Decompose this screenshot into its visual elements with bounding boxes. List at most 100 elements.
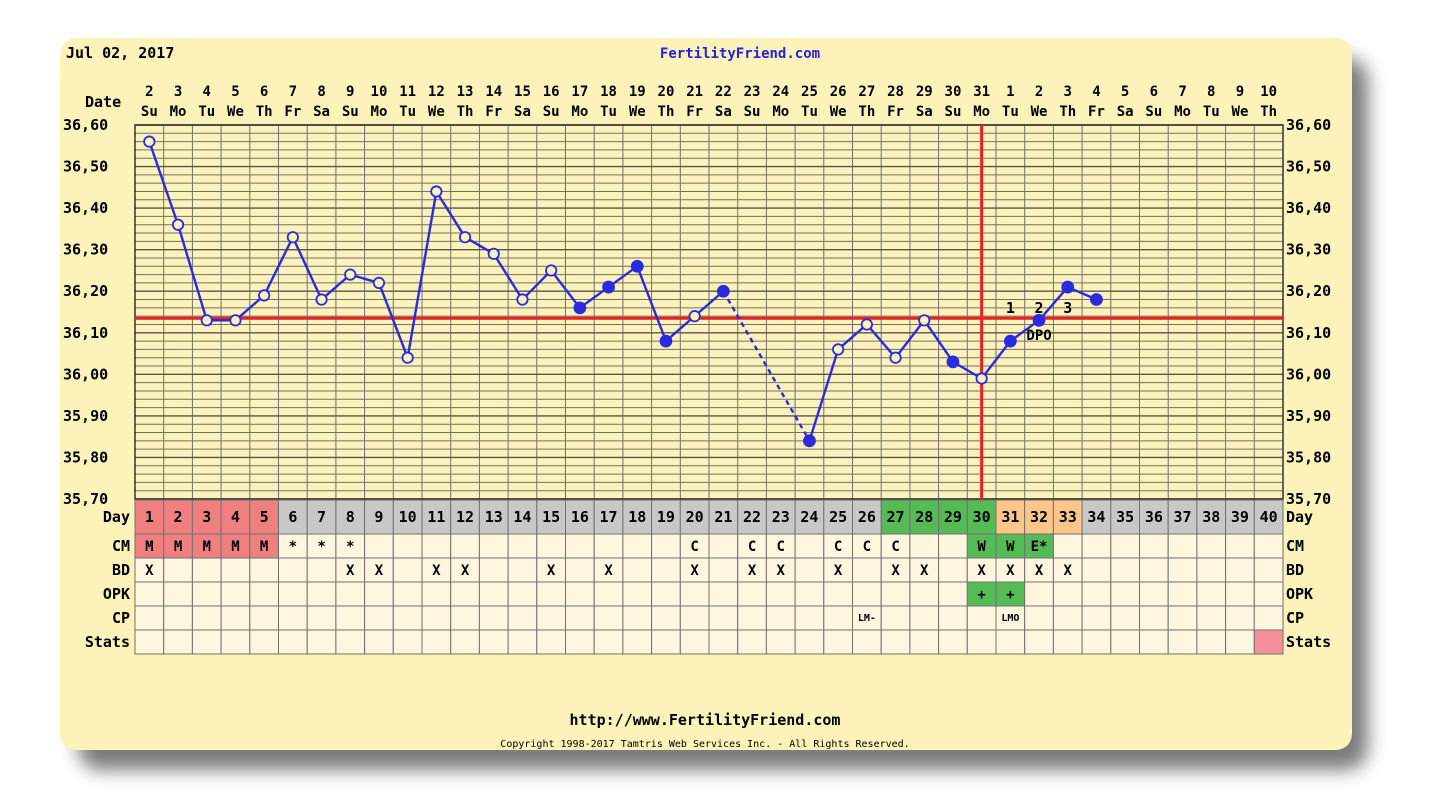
row-cell-opk	[880, 581, 911, 607]
weekday-tick-label: We	[1232, 104, 1249, 120]
row-cell-cm	[191, 533, 222, 559]
temp-point-open	[286, 231, 299, 244]
row-cell-stats	[1167, 629, 1198, 655]
temp-line-segment	[808, 349, 840, 442]
temp-point-filled	[573, 301, 587, 315]
row-cell-cp	[966, 605, 997, 631]
weekday-tick-label: Th	[457, 104, 474, 120]
temp-line-segment	[865, 323, 897, 359]
row-value-bd: X	[834, 563, 843, 579]
row-value-bd: X	[920, 563, 929, 579]
row-value-bd: X	[690, 563, 699, 579]
date-tick-label: 20	[658, 84, 675, 100]
row-cell-stats	[966, 629, 997, 655]
footer-url[interactable]: http://www.FertilityFriend.com	[570, 711, 841, 729]
date-tick-label: 31	[973, 84, 990, 100]
row-value-day: 9	[374, 508, 383, 526]
row-cell-bd	[679, 557, 710, 583]
row-cell-opk	[191, 581, 222, 607]
temp-line-segment	[1038, 286, 1069, 322]
weekday-tick-label: We	[629, 104, 646, 120]
row-cell-cm	[536, 533, 566, 559]
row-cell-cp	[278, 605, 308, 631]
row-value-bd: X	[891, 563, 900, 579]
row-cell-stats	[737, 629, 767, 655]
weekday-tick-label: Th	[858, 104, 875, 120]
date-tick-label: 16	[543, 84, 560, 100]
weekday-tick-label: Mo	[371, 104, 388, 120]
temp-line-segment	[435, 190, 467, 238]
row-cell-stats	[622, 629, 653, 655]
row-cell-stats	[565, 629, 595, 655]
dpo-number: 2	[1035, 299, 1044, 317]
row-cell-cm	[1052, 533, 1083, 559]
row-cell-cm	[478, 533, 509, 559]
date-tick-label: 25	[801, 84, 818, 100]
site-link[interactable]: FertilityFriend.com	[660, 46, 820, 62]
row-cell-day	[765, 499, 796, 535]
row-cell-opk	[1081, 581, 1112, 607]
y-tick-label-left: 35,70	[63, 490, 108, 508]
row-cell-bd	[278, 557, 308, 583]
temp-point-open	[458, 231, 472, 244]
weekday-tick-label: Tu	[1203, 104, 1220, 120]
row-value-bd: X	[1064, 563, 1073, 579]
row-cell-day	[1081, 499, 1112, 535]
row-cell-bd	[794, 557, 825, 583]
row-cell-bd	[134, 557, 165, 583]
temp-line-segment	[923, 319, 954, 363]
row-label-stats-right: Stats	[1286, 633, 1331, 651]
row-cell-cm	[421, 533, 452, 559]
row-label-stats-left: Stats	[85, 633, 130, 651]
y-tick-label-right: 36,50	[1286, 158, 1331, 176]
row-value-bd: X	[145, 563, 154, 579]
temp-point-open	[229, 314, 242, 327]
date-tick-label: 27	[858, 84, 875, 100]
date-tick-label: 3	[1064, 84, 1072, 100]
weekday-tick-label: We	[227, 104, 244, 120]
row-cell-opk	[765, 581, 796, 607]
row-cell-day	[1024, 499, 1054, 535]
row-cell-stats	[852, 629, 882, 655]
row-cell-opk	[966, 581, 997, 607]
bbt-chart: Jul 02, 2017 FertilityFriend.com Date 36…	[63, 44, 1331, 750]
row-value-bd: X	[346, 563, 355, 579]
temp-point-open	[200, 314, 213, 327]
row-label-cm-right: CM	[1286, 537, 1304, 555]
row-cell-stats	[794, 629, 825, 655]
row-cell-cp	[421, 605, 452, 631]
row-cell-cp	[679, 605, 710, 631]
date-axis-label: Date	[85, 93, 121, 111]
temp-point-open	[860, 318, 873, 331]
row-cell-stats	[909, 629, 940, 655]
row-cell-day	[392, 499, 423, 535]
y-tick-label-right: 36,10	[1286, 324, 1331, 342]
row-cell-day	[1139, 499, 1169, 535]
row-cell-bd	[478, 557, 509, 583]
temp-line-segment	[492, 253, 524, 301]
date-tick-label: 2	[1035, 84, 1043, 100]
dpo-label: DPO	[1026, 328, 1051, 344]
row-label-day-right: Day	[1286, 508, 1313, 526]
row-cell-cp	[1110, 605, 1141, 631]
temp-line-segment	[980, 340, 1012, 380]
row-cell-day	[1110, 499, 1141, 535]
temp-point-open	[430, 185, 443, 198]
weekday-tick-label: Fr	[485, 104, 502, 120]
row-cell-cp	[450, 605, 480, 631]
temp-point-filled	[1003, 334, 1017, 348]
row-cell-stats	[765, 629, 796, 655]
row-cell-stats	[1139, 629, 1169, 655]
row-cell-stats	[938, 629, 968, 655]
weekday-tick-label: Fr	[686, 104, 703, 120]
row-cell-cm	[565, 533, 595, 559]
row-value-day: 36	[1145, 508, 1163, 526]
row-value-day: 3	[202, 508, 211, 526]
row-value-cm: *	[346, 539, 354, 555]
row-value-day: 33	[1059, 508, 1077, 526]
row-cell-bd	[823, 557, 853, 583]
row-value-day: 14	[513, 508, 531, 526]
row-value-day: 29	[944, 508, 962, 526]
row-cell-cp	[1196, 605, 1227, 631]
row-cell-stats	[191, 629, 222, 655]
